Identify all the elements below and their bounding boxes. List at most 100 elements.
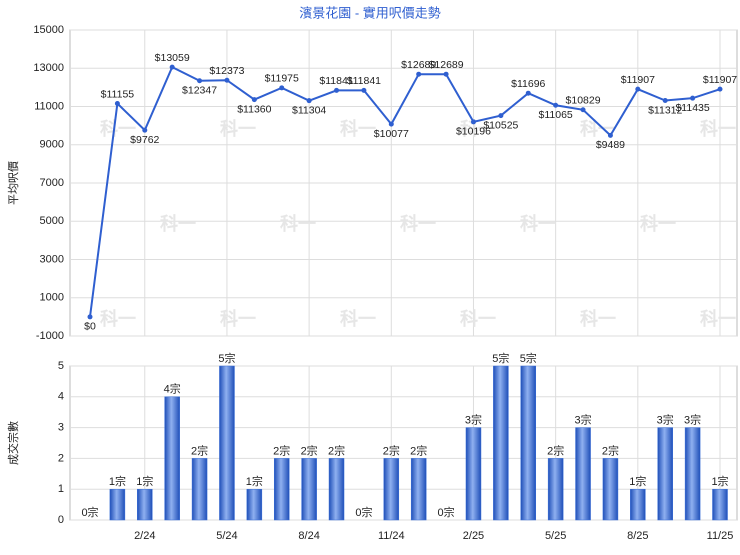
y-axis-label: 成交宗數 bbox=[6, 421, 20, 465]
point bbox=[443, 71, 449, 77]
value-label: $10196 bbox=[456, 126, 491, 138]
bar bbox=[219, 365, 235, 521]
bar bbox=[273, 458, 290, 521]
x-tick-label: 8/24 bbox=[298, 530, 319, 542]
point bbox=[197, 78, 203, 84]
x-tick-label: 2/25 bbox=[463, 530, 484, 542]
value-label: $11312 bbox=[648, 104, 682, 116]
bar bbox=[328, 458, 345, 521]
value-label: $11696 bbox=[511, 78, 545, 90]
point bbox=[580, 107, 586, 113]
bar bbox=[191, 458, 208, 521]
value-label: 1宗 bbox=[136, 474, 153, 488]
value-label: 3宗 bbox=[465, 413, 482, 427]
bar bbox=[383, 458, 400, 521]
value-label: 0宗 bbox=[355, 505, 372, 519]
value-label: 2宗 bbox=[410, 443, 427, 457]
point bbox=[279, 85, 285, 91]
value-label: 2宗 bbox=[301, 443, 318, 457]
value-label: 2宗 bbox=[273, 443, 290, 457]
point bbox=[498, 113, 504, 119]
bar bbox=[520, 365, 537, 521]
value-label: $11155 bbox=[101, 88, 135, 100]
watermark: 科一 bbox=[640, 213, 676, 234]
value-label: $11907 bbox=[703, 74, 737, 86]
y-tick-label: 15000 bbox=[33, 24, 64, 36]
value-label: $11841 bbox=[347, 75, 381, 87]
bar bbox=[712, 488, 728, 521]
value-label: $12373 bbox=[209, 65, 244, 77]
y-axis-label: 平均呎價 bbox=[6, 161, 20, 205]
watermark: 科一 bbox=[220, 308, 256, 329]
value-label: 3宗 bbox=[684, 413, 701, 427]
watermark: 科一 bbox=[700, 118, 736, 139]
y-tick-label: 3000 bbox=[40, 253, 64, 265]
y-tick-label: 2 bbox=[58, 452, 64, 464]
y-tick-label: 1000 bbox=[40, 292, 64, 304]
y-tick-label: 7000 bbox=[40, 177, 64, 189]
bar bbox=[684, 427, 701, 521]
watermark: 科一 bbox=[340, 118, 376, 139]
value-label: $10829 bbox=[566, 95, 601, 107]
value-label: 3宗 bbox=[574, 413, 591, 427]
value-label: $10077 bbox=[374, 128, 409, 140]
watermark: 科一 bbox=[100, 308, 136, 329]
value-label: 2宗 bbox=[383, 443, 400, 457]
value-label: $11065 bbox=[539, 109, 573, 121]
watermark: 科一 bbox=[340, 308, 376, 329]
chart-title: 濱景花園 - 實用呎價走勢 bbox=[299, 5, 441, 20]
value-label: 2宗 bbox=[547, 443, 564, 457]
x-tick-label: 2/24 bbox=[134, 530, 155, 542]
y-tick-label: 3 bbox=[58, 422, 64, 434]
y-tick-label: 5 bbox=[58, 360, 64, 372]
value-label: $11975 bbox=[265, 73, 299, 85]
watermark: 科一 bbox=[580, 308, 616, 329]
y-tick-label: 11000 bbox=[34, 100, 64, 112]
value-label: 4宗 bbox=[164, 382, 181, 396]
watermark: 科一 bbox=[100, 118, 136, 139]
value-label: 3宗 bbox=[657, 413, 674, 427]
y-tick-label: 5000 bbox=[40, 215, 64, 227]
bar bbox=[246, 488, 263, 521]
value-label: 1宗 bbox=[629, 474, 646, 488]
watermark: 科一 bbox=[460, 118, 496, 139]
value-label: $12689 bbox=[401, 59, 436, 71]
value-label: $10525 bbox=[483, 119, 518, 131]
value-label: $0 bbox=[84, 321, 96, 333]
point bbox=[388, 121, 394, 127]
point bbox=[717, 86, 723, 92]
x-tick-label: 11/24 bbox=[378, 530, 405, 542]
x-tick-label: 5/25 bbox=[545, 530, 566, 542]
point bbox=[87, 314, 93, 320]
value-label: 5宗 bbox=[492, 351, 509, 365]
point bbox=[416, 71, 422, 77]
bar bbox=[164, 396, 180, 521]
point bbox=[251, 97, 257, 103]
value-label: $11907 bbox=[621, 74, 655, 86]
point bbox=[525, 90, 531, 96]
bar bbox=[301, 458, 317, 521]
price-line bbox=[89, 65, 721, 318]
y-tick-label: 1 bbox=[58, 483, 64, 495]
y-tick-label: 13000 bbox=[33, 62, 64, 74]
bar bbox=[465, 427, 482, 521]
value-label: $12347 bbox=[182, 85, 217, 97]
value-label: 5宗 bbox=[218, 351, 235, 365]
value-label: 2宗 bbox=[602, 443, 619, 457]
value-label: 2宗 bbox=[191, 443, 208, 457]
value-label: $11360 bbox=[237, 103, 271, 115]
value-label: 1宗 bbox=[246, 474, 263, 488]
watermark: 科一 bbox=[160, 213, 196, 234]
bar bbox=[137, 488, 153, 521]
value-label: $11841 bbox=[319, 75, 353, 87]
watermark: 科一 bbox=[460, 308, 496, 329]
value-label: $11304 bbox=[292, 104, 326, 116]
value-label: $11435 bbox=[675, 102, 709, 114]
watermark: 科一 bbox=[220, 118, 256, 139]
watermark: 科一 bbox=[280, 213, 316, 234]
bar bbox=[410, 458, 427, 521]
point bbox=[224, 77, 230, 83]
value-label: $12689 bbox=[429, 59, 464, 71]
point bbox=[142, 127, 148, 133]
bar bbox=[602, 458, 619, 521]
